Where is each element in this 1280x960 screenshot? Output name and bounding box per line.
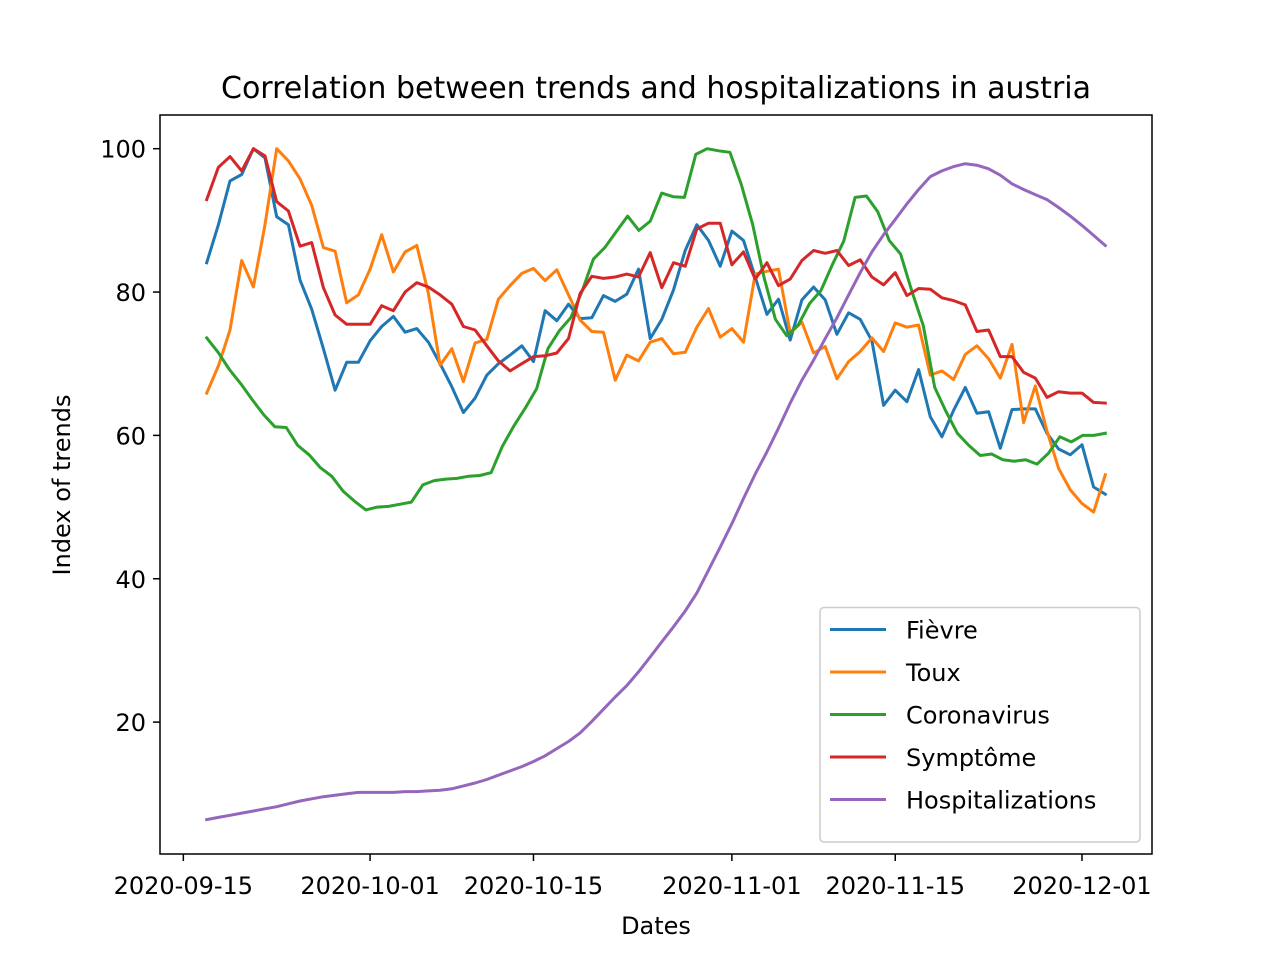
series-line-2 (204, 147, 1108, 514)
y-tick-label: 20 (115, 709, 146, 737)
y-tick-label: 80 (115, 279, 146, 307)
legend: Fièvre Toux Coronavirus Symptôme Hospitaliza… (819, 606, 1141, 843)
legend-label: Coronavirus (906, 702, 1050, 730)
legend-box (819, 606, 1141, 843)
series-line-3 (204, 147, 1108, 512)
chart-title: Correlation between trends and hospitali… (221, 71, 1091, 106)
x-axis-label: Dates (621, 912, 691, 940)
series-line-1 (204, 147, 1108, 497)
y-axis: 20 40 60 80 100 (100, 136, 160, 737)
y-tick-label: 40 (115, 566, 146, 594)
y-tick-label: 100 (100, 136, 146, 164)
x-tick-label: 2020-12-01 (1012, 872, 1151, 900)
series-line-4 (204, 147, 1107, 405)
legend-label: Fièvre (906, 617, 978, 645)
x-tick-label: 2020-11-15 (826, 872, 965, 900)
y-tick-label: 60 (115, 422, 146, 450)
plot-area-frame (159, 114, 1153, 855)
series-line-5 (204, 162, 1108, 822)
legend-label: Hospitalizations (906, 787, 1096, 815)
legend-label: Toux (905, 659, 961, 687)
x-tick-label: 2020-11-01 (662, 872, 801, 900)
x-tick-label: 2020-10-01 (300, 872, 439, 900)
x-tick-label: 2020-10-15 (464, 872, 603, 900)
x-axis: 2020-09-15 2020-10-01 2020-10-15 2020-11-01… (114, 854, 1152, 900)
x-tick-label: 2020-09-15 (114, 872, 253, 900)
legend-label: Symptôme (906, 744, 1036, 772)
y-axis-label: Index of trends (48, 395, 76, 576)
series-layer (204, 147, 1108, 822)
